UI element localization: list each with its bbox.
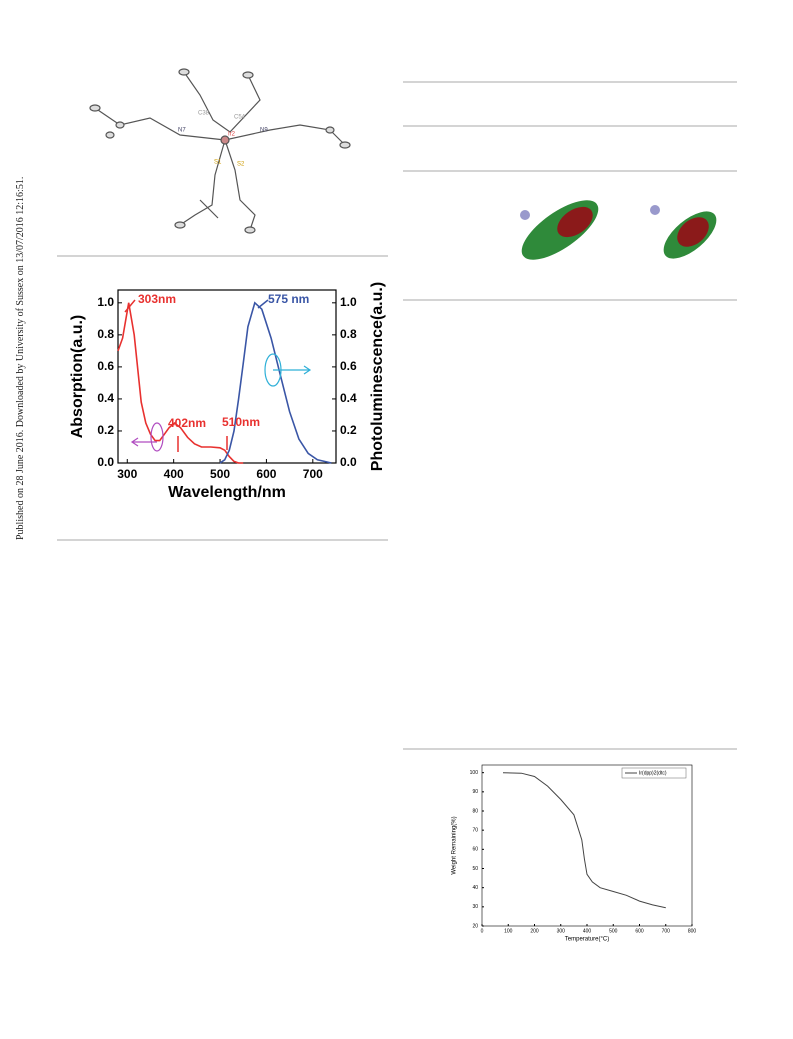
rules [57, 81, 737, 750]
y-tick-label: 1.0 [97, 295, 114, 309]
y2-tick-label: 0.0 [340, 455, 357, 469]
atom-label: Ir2 [228, 132, 236, 138]
x-tick-label: 200 [530, 928, 539, 934]
x-tick-label: 500 [609, 928, 618, 934]
y2-tick-label: 0.8 [340, 327, 357, 341]
legend-box [621, 767, 687, 779]
x-tick-label: 400 [583, 928, 592, 934]
y-axis-label: Absorption(a.u.) [69, 315, 86, 439]
y-tick-label: 0.8 [97, 327, 114, 341]
y-tick-label: 0.4 [97, 391, 114, 405]
plot-frame [481, 764, 693, 927]
atom-label: C38 [198, 111, 210, 117]
y2-tick-label: 0.2 [340, 423, 357, 437]
annotation: 402nm [168, 416, 206, 430]
x-tick-label: 300 [557, 928, 566, 934]
annotation: 303nm [138, 292, 176, 306]
x-tick-label: 700 [662, 928, 671, 934]
x-tick-label: 800 [688, 928, 697, 934]
atom-label: C54 [234, 115, 246, 121]
series-line [502, 772, 666, 909]
x-tick-label: 300 [117, 467, 137, 481]
axis-indicator-arrow [273, 365, 312, 375]
axis-indicator [150, 422, 164, 452]
legend-label: Ir(dpp)2(dtc) [639, 770, 667, 776]
x-tick-label: 600 [256, 467, 276, 481]
x-axis-label: Temperature(°C) [565, 937, 609, 943]
x-tick-label: 600 [635, 928, 644, 934]
x-tick-label: 500 [210, 467, 230, 481]
x-tick-label: 700 [303, 467, 323, 481]
x-axis-label: Wavelength/nm [168, 484, 286, 501]
atom-label: N9 [260, 128, 268, 134]
y-tick-label: 0.6 [97, 359, 114, 373]
y-tick-label: 40 [472, 885, 478, 891]
series-line [219, 301, 332, 464]
series-line [117, 302, 244, 464]
y-tick-label: 0.0 [97, 455, 114, 469]
annotation-arrow [257, 299, 269, 309]
atom-label: N7 [178, 128, 186, 134]
y-tick-label: 50 [472, 866, 478, 872]
molecule-structure [89, 68, 351, 234]
annotation: 510nm [222, 415, 260, 429]
axis-indicator-arrow [130, 437, 157, 447]
atom-label: S1 [214, 160, 222, 166]
x-tick-label: 0 [481, 928, 484, 934]
atom-label: S2 [237, 162, 245, 168]
y-tick-label: 70 [472, 827, 478, 833]
y-axis-label: Weight Remaining(%) [452, 816, 458, 874]
x-tick-label: 100 [504, 928, 513, 934]
y2-tick-label: 0.6 [340, 359, 357, 373]
y2-axis-label: Photoluminescence(a.u.) [369, 282, 386, 471]
y2-tick-label: 0.4 [340, 391, 357, 405]
y-tick-label: 30 [472, 904, 478, 910]
y-tick-label: 0.2 [97, 423, 114, 437]
annotation-arrow [124, 299, 136, 313]
y-tick-label: 60 [472, 847, 478, 853]
x-tick-label: 400 [164, 467, 184, 481]
y2-tick-label: 1.0 [340, 295, 357, 309]
y-tick-label: 20 [472, 923, 478, 929]
y-tick-label: 100 [470, 770, 479, 776]
plot-frame [117, 289, 337, 464]
annotation: 575 nm [268, 292, 309, 306]
y-tick-label: 90 [472, 789, 478, 795]
y-tick-label: 80 [472, 808, 478, 814]
molecular-orbitals [520, 200, 717, 260]
